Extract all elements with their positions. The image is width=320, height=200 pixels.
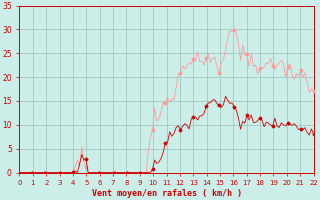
X-axis label: Vent moyen/en rafales ( km/h ): Vent moyen/en rafales ( km/h ) [92, 189, 242, 198]
